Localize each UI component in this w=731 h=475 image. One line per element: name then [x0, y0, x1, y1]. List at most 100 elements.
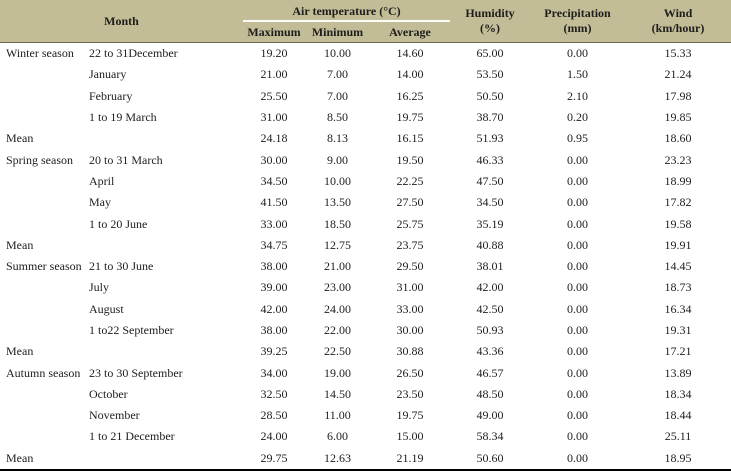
table-row: Mean 24.18 8.13 16.15 51.93 0.95 18.60	[0, 128, 731, 149]
cell-season: Mean	[6, 237, 34, 252]
cell-precip: 0.00	[567, 429, 589, 444]
cell-wind: 18.73	[664, 280, 692, 295]
table-row: Winter season 22 to 31December 19.20 10.00 1…	[0, 43, 731, 65]
cell-precip: 1.50	[567, 67, 589, 82]
cell-min: 22.00	[324, 323, 352, 337]
cell-min: 22.50	[324, 344, 352, 359]
cell-month	[85, 448, 243, 470]
col-header-precipitation: Precipitation (mm)	[530, 0, 626, 43]
cell-wind: 13.89	[664, 365, 692, 380]
table-row: Autumn season 23 to 30 September 34.00 19.0…	[0, 362, 731, 383]
cell-min: 12.63	[324, 450, 352, 465]
cell-season: Winter season	[6, 46, 74, 61]
cell-month: 1 to 19 March	[89, 110, 157, 125]
cell-month: 1 to 21 December	[89, 429, 175, 444]
cell-precip: 0.00	[567, 259, 589, 274]
cell-precip: 0.00	[567, 323, 589, 337]
cell-humidity: 58.34	[476, 429, 504, 444]
cell-wind: 18.95	[664, 450, 692, 465]
table-body: Winter season 22 to 31December 19.20 10.00 1…	[0, 43, 731, 470]
cell-season	[0, 107, 85, 128]
cell-max: 39.25	[260, 344, 288, 359]
cell-min: 23.00	[324, 280, 352, 295]
cell-wind: 18.44	[664, 408, 692, 423]
cell-avg: 29.50	[396, 259, 424, 274]
cell-avg: 22.25	[396, 173, 424, 188]
cell-min: 9.00	[327, 152, 349, 167]
cell-season: Mean	[6, 344, 34, 359]
cell-wind: 18.34	[664, 386, 692, 401]
cell-season: Spring season	[6, 152, 73, 167]
cell-min: 21.00	[324, 259, 352, 274]
cell-max: 24.00	[260, 429, 288, 444]
cell-season	[0, 213, 85, 234]
cell-wind: 16.34	[664, 301, 692, 316]
cell-humidity: 43.36	[476, 344, 504, 359]
cell-humidity: 40.88	[476, 237, 504, 252]
cell-wind: 15.33	[664, 46, 692, 61]
table-row: Summer season 21 to 30 June 38.00 21.00 29.5…	[0, 256, 731, 277]
cell-season	[0, 86, 85, 107]
cell-max: 32.50	[260, 386, 288, 401]
cell-avg: 16.25	[396, 88, 424, 103]
cell-wind: 21.24	[664, 67, 692, 82]
cell-min: 8.50	[327, 110, 349, 125]
cell-month: February	[89, 88, 133, 103]
table-row: 1 to 21 December 24.00 6.00 15.00 58.34 0.00 2…	[0, 426, 731, 447]
cell-month: 1 to 20 June	[89, 216, 148, 231]
cell-season: Summer season	[6, 259, 82, 274]
cell-month: May	[89, 195, 111, 210]
col-header-wind: Wind (km/hour)	[625, 0, 731, 43]
cell-humidity: 46.33	[476, 152, 504, 167]
cell-precip: 0.00	[567, 46, 589, 61]
header-row-2: Maximum Minimum Average	[0, 21, 731, 43]
cell-wind: 17.98	[664, 88, 692, 103]
cell-humidity: 42.50	[476, 301, 504, 316]
cell-precip: 0.00	[567, 408, 589, 423]
cell-avg: 30.00	[396, 323, 424, 337]
cell-month	[85, 341, 243, 362]
table-row: Mean 39.25 22.50 30.88 43.36 0.00 17.21	[0, 341, 731, 362]
cell-max: 38.00	[260, 259, 288, 274]
cell-precip: 2.10	[567, 88, 589, 103]
cell-season: Mean	[6, 450, 34, 465]
cell-month	[85, 128, 243, 149]
cell-precip: 0.00	[567, 386, 589, 401]
cell-precip: 0.00	[567, 216, 589, 231]
cell-humidity: 50.60	[476, 450, 504, 465]
cell-min: 13.50	[324, 195, 352, 210]
table-row: May 41.50 13.50 27.50 34.50 0.00 17.82	[0, 192, 731, 213]
col-header-humidity: Humidity (%)	[450, 0, 531, 43]
cell-precip: 0.00	[567, 237, 589, 252]
cell-season	[0, 384, 85, 405]
table-row: July 39.00 23.00 31.00 42.00 0.00 18.73	[0, 277, 731, 298]
cell-precip: 0.00	[567, 365, 589, 380]
cell-min: 11.00	[324, 408, 351, 423]
cell-month	[85, 235, 243, 256]
cell-max: 28.50	[260, 408, 288, 423]
cell-avg: 16.15	[396, 131, 424, 146]
cell-humidity: 50.93	[476, 323, 504, 337]
col-header-average: Average	[370, 21, 451, 43]
cell-humidity: 53.50	[476, 67, 504, 82]
cell-wind: 19.31	[664, 323, 692, 337]
cell-month: 20 to 31 March	[89, 152, 163, 167]
table-row: 1 to 20 June 33.00 18.50 25.75 35.19 0.00 19.5…	[0, 213, 731, 234]
cell-avg: 23.50	[396, 386, 424, 401]
cell-max: 19.20	[260, 46, 288, 61]
cell-humidity: 47.50	[476, 173, 504, 188]
cell-min: 12.75	[324, 237, 352, 252]
table-row: Mean 34.75 12.75 23.75 40.88 0.00 19.91	[0, 235, 731, 256]
cell-avg: 33.00	[396, 301, 424, 316]
cell-season	[0, 64, 85, 85]
cell-min: 24.00	[324, 301, 352, 316]
cell-season	[0, 277, 85, 298]
cell-max: 41.50	[260, 195, 288, 210]
cell-avg: 25.75	[396, 216, 424, 231]
cell-max: 34.00	[260, 365, 288, 380]
cell-avg: 26.50	[396, 365, 424, 380]
table-row: Mean 29.75 12.63 21.19 50.60 0.00 18.95	[0, 448, 731, 470]
cell-humidity: 65.00	[476, 46, 504, 61]
cell-wind: 23.23	[664, 152, 692, 167]
